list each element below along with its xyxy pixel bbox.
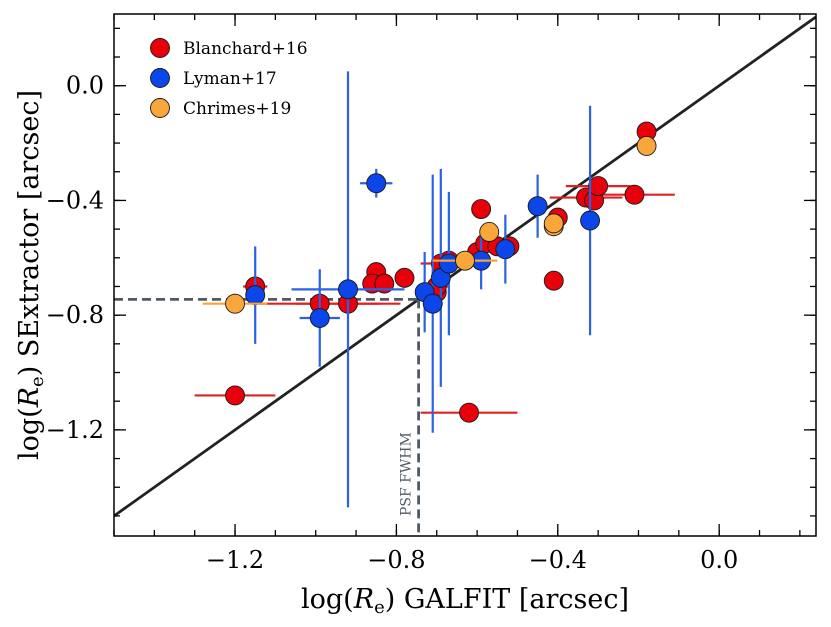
legend-marker: [150, 68, 170, 88]
data-point: [455, 250, 475, 271]
y-tick-label: −0.8: [46, 301, 104, 329]
data-point: [338, 279, 358, 300]
data-point: [422, 293, 443, 314]
psf-fwhm-label: PSF FWHM: [399, 432, 415, 516]
data-point: [624, 184, 645, 205]
x-tick-label: 0.0: [700, 546, 738, 574]
x-axis-label: log(Re) GALFIT [arcsec]: [301, 584, 629, 618]
data-point: [225, 385, 245, 406]
data-point: [225, 293, 245, 314]
y-tick-label: −1.2: [46, 416, 104, 444]
data-point: [471, 199, 492, 219]
data-point: [309, 308, 330, 328]
x-tick-label: −0.4: [529, 546, 587, 574]
data-point: [588, 176, 609, 197]
data-point: [366, 173, 387, 194]
legend-marker: [150, 98, 170, 118]
data-point: [543, 213, 564, 234]
legend: Blanchard+16 Lyman+17 Chrimes+19: [150, 38, 308, 119]
series-1: [245, 71, 601, 508]
legend-label: Lyman+17: [183, 69, 277, 89]
plot-frame: [113, 13, 817, 537]
legend-label: Blanchard+16: [183, 39, 308, 59]
axis-labels: −1.2 −0.8 −0.4 0.0 0.0 −0.4 −0.8 −1.2 log(Re) GA…: [14, 72, 738, 618]
y-tick-label: 0.0: [66, 72, 104, 100]
y-tick-label: −0.4: [46, 186, 104, 214]
x-tick-label: −1.2: [206, 546, 264, 574]
data-point: [580, 210, 601, 231]
data-point: [636, 135, 657, 156]
data-point: [245, 285, 266, 306]
data-point: [394, 267, 415, 288]
legend-label: Chrimes+19: [183, 99, 291, 119]
data-point: [495, 239, 516, 260]
legend-marker: [150, 38, 170, 58]
axis-ticks: [113, 14, 816, 536]
y-axis-label: log(Re) SExtractor [arcsec]: [14, 90, 48, 460]
data-point: [479, 222, 500, 242]
data-point: [543, 270, 564, 291]
x-tick-label: −0.8: [367, 546, 425, 574]
plot-area: PSF FWHM: [114, 15, 816, 536]
data-point: [459, 402, 479, 423]
data-point: [527, 196, 548, 217]
series-2: [202, 135, 657, 314]
